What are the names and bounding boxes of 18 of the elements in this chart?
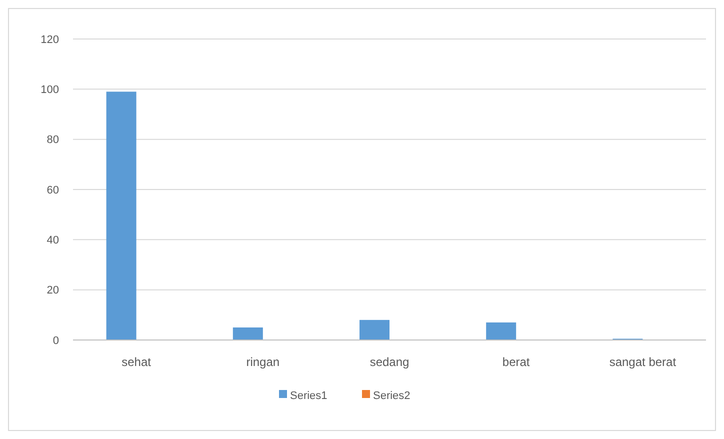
y-tick-label: 60 [46,184,59,196]
y-tick-label: 40 [46,234,59,247]
y-tick-label: 100 [40,84,59,96]
y-tick-label: 120 [40,34,59,46]
x-tick-label: sedang [370,355,410,369]
legend-label: Series1 [290,390,328,402]
y-tick-label: 20 [46,284,59,297]
x-tick-label: berat [502,355,530,369]
x-tick-label: sehat [122,355,152,369]
y-tick-label: 0 [52,334,59,347]
legend-label: Series2 [373,390,410,402]
x-tick-label: sangat berat [609,355,677,369]
bar [486,322,516,340]
bar [106,92,136,340]
bar [360,320,390,340]
x-tick-label: ringan [246,355,280,369]
y-tick-label: 80 [46,134,59,146]
bar [232,327,263,340]
